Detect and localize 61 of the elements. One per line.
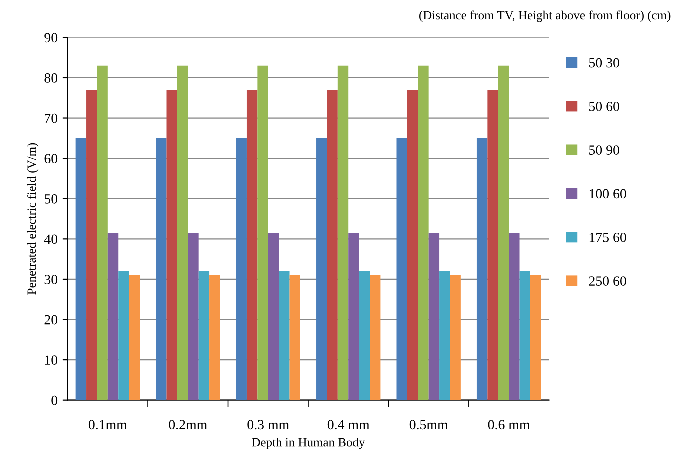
x-tick-label: 0.4 mm [328, 420, 370, 430]
bar [509, 233, 520, 400]
bar [118, 271, 130, 400]
bar [76, 138, 87, 400]
y-tick-label: 20 [44, 315, 58, 325]
bar [520, 271, 530, 400]
bar [166, 90, 178, 400]
bar [97, 66, 108, 400]
y-tick-label: 0 [52, 396, 58, 406]
bar [268, 233, 280, 400]
bar [476, 138, 488, 400]
legend-title: (Distance from TV, Height above from floor) (cm) [420, 10, 671, 22]
bar [407, 90, 418, 400]
bar [450, 275, 461, 400]
y-tick-label: 80 [44, 74, 58, 83]
bar [348, 233, 360, 400]
bar [210, 275, 220, 400]
y-tick-label: 50 [44, 194, 58, 204]
legend-label: 175 60 [590, 232, 626, 242]
bar [338, 66, 349, 400]
y-tick-label: 60 [44, 154, 58, 164]
bar [498, 66, 510, 400]
x-tick-label: 0.2mm [169, 420, 208, 430]
bar [290, 275, 300, 400]
legend-label: 250 60 [589, 276, 626, 286]
bar [188, 233, 199, 400]
y-tick-label: 40 [44, 234, 58, 244]
x-tick-label: 0.3 mm [248, 420, 290, 430]
bar [279, 271, 290, 400]
bar [156, 138, 167, 400]
x-axis-title: Depth in Human Body [252, 438, 366, 450]
y-axis-title: Penetrated electric field (V/m) [27, 143, 39, 295]
x-tick-label: 0.1mm [88, 420, 128, 430]
bar [428, 233, 440, 400]
bar [246, 90, 258, 400]
legend-label: 50 30 [590, 58, 620, 68]
bar [488, 90, 498, 400]
bar [359, 271, 370, 400]
y-tick-label: 30 [44, 275, 58, 284]
x-tick-label: 0.6 mm [488, 420, 530, 430]
legend-label: 100 60 [590, 189, 626, 199]
bar [86, 90, 98, 400]
bar [177, 66, 188, 400]
bar [236, 138, 247, 400]
bar [440, 271, 450, 400]
legend-label: 50 60 [590, 102, 620, 112]
bar [316, 138, 328, 400]
y-tick-label: 10 [45, 356, 58, 366]
bar [530, 275, 542, 400]
y-tick-label: 70 [45, 114, 58, 124]
bar [129, 275, 140, 400]
bar [108, 233, 119, 400]
bar [396, 138, 408, 400]
y-tick-label: 90 [44, 33, 58, 43]
x-tick-label: 0.5mm [410, 420, 448, 430]
bar [418, 66, 429, 400]
bar [327, 90, 338, 400]
bar [198, 271, 210, 400]
bar [370, 275, 381, 400]
legend-label: 50 90 [590, 146, 620, 156]
bar [258, 66, 268, 400]
